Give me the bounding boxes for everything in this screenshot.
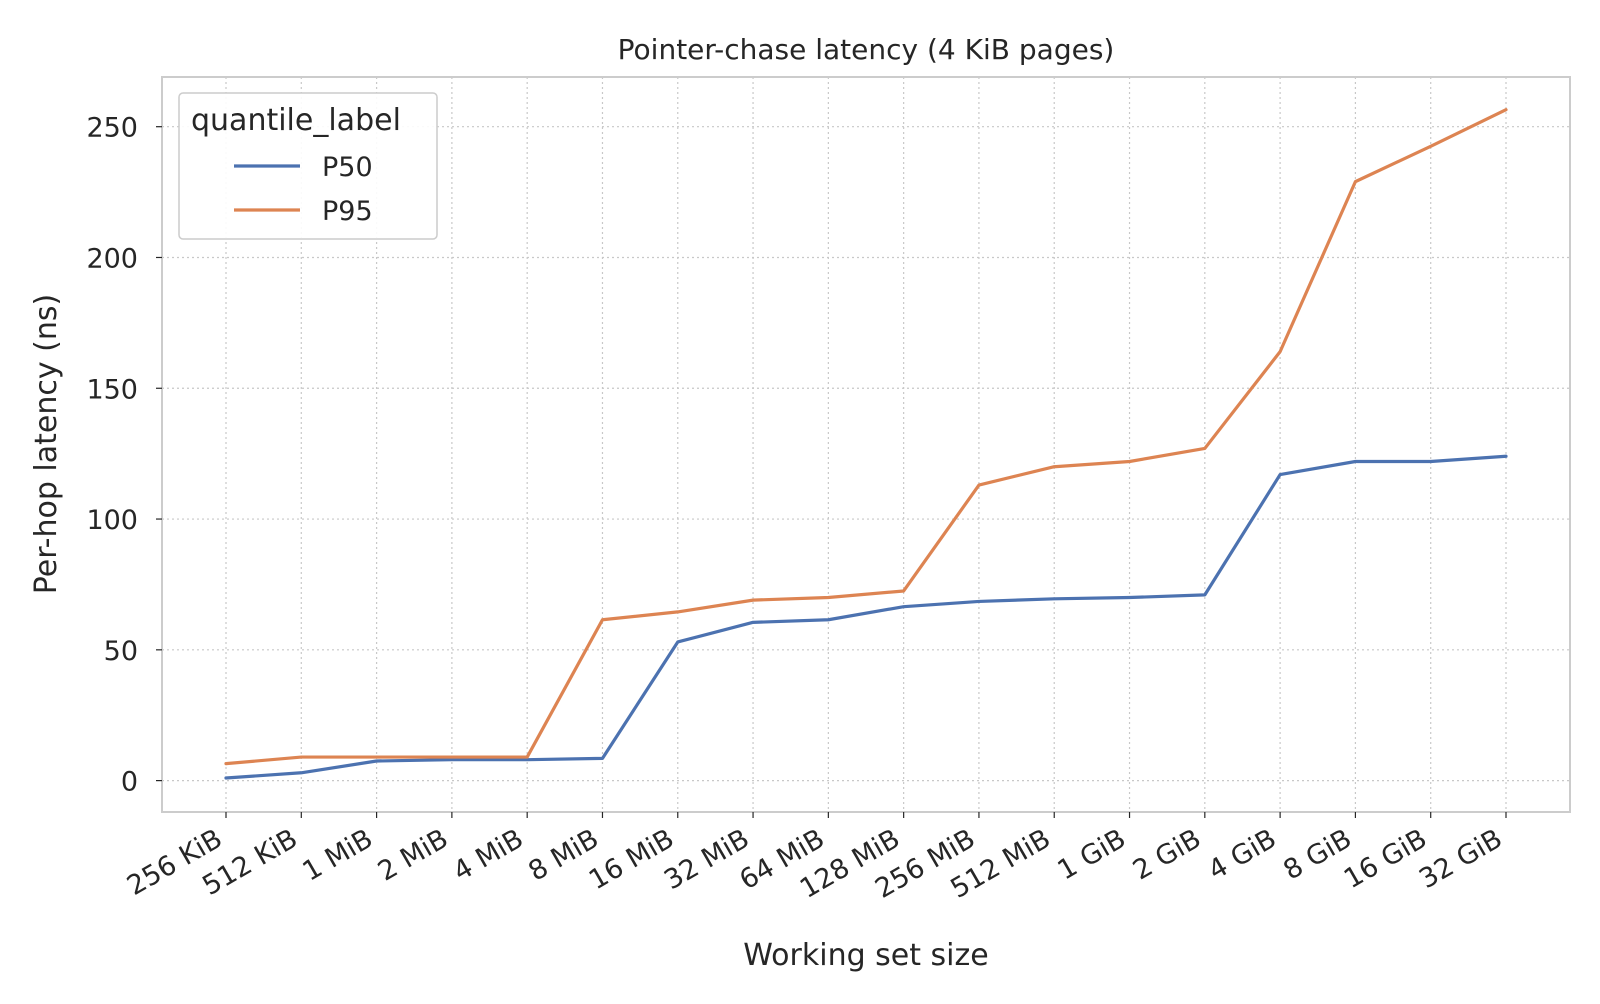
legend: quantile_label P50 P95 bbox=[179, 93, 437, 239]
y-tick-label: 0 bbox=[121, 767, 138, 798]
legend-title: quantile_label bbox=[191, 103, 401, 138]
legend-label-p50: P50 bbox=[322, 152, 373, 183]
y-tick-label: 100 bbox=[86, 505, 138, 536]
x-axis-title: Working set size bbox=[743, 938, 988, 973]
y-axis-title: Per-hop latency (ns) bbox=[29, 294, 64, 594]
legend-label-p95: P95 bbox=[322, 196, 373, 227]
y-tick-label: 150 bbox=[86, 374, 138, 405]
chart-title: Pointer-chase latency (4 KiB pages) bbox=[618, 33, 1115, 66]
y-tick-label: 50 bbox=[104, 636, 138, 667]
y-tick-label: 250 bbox=[86, 113, 138, 144]
y-tick-label: 200 bbox=[86, 243, 138, 274]
